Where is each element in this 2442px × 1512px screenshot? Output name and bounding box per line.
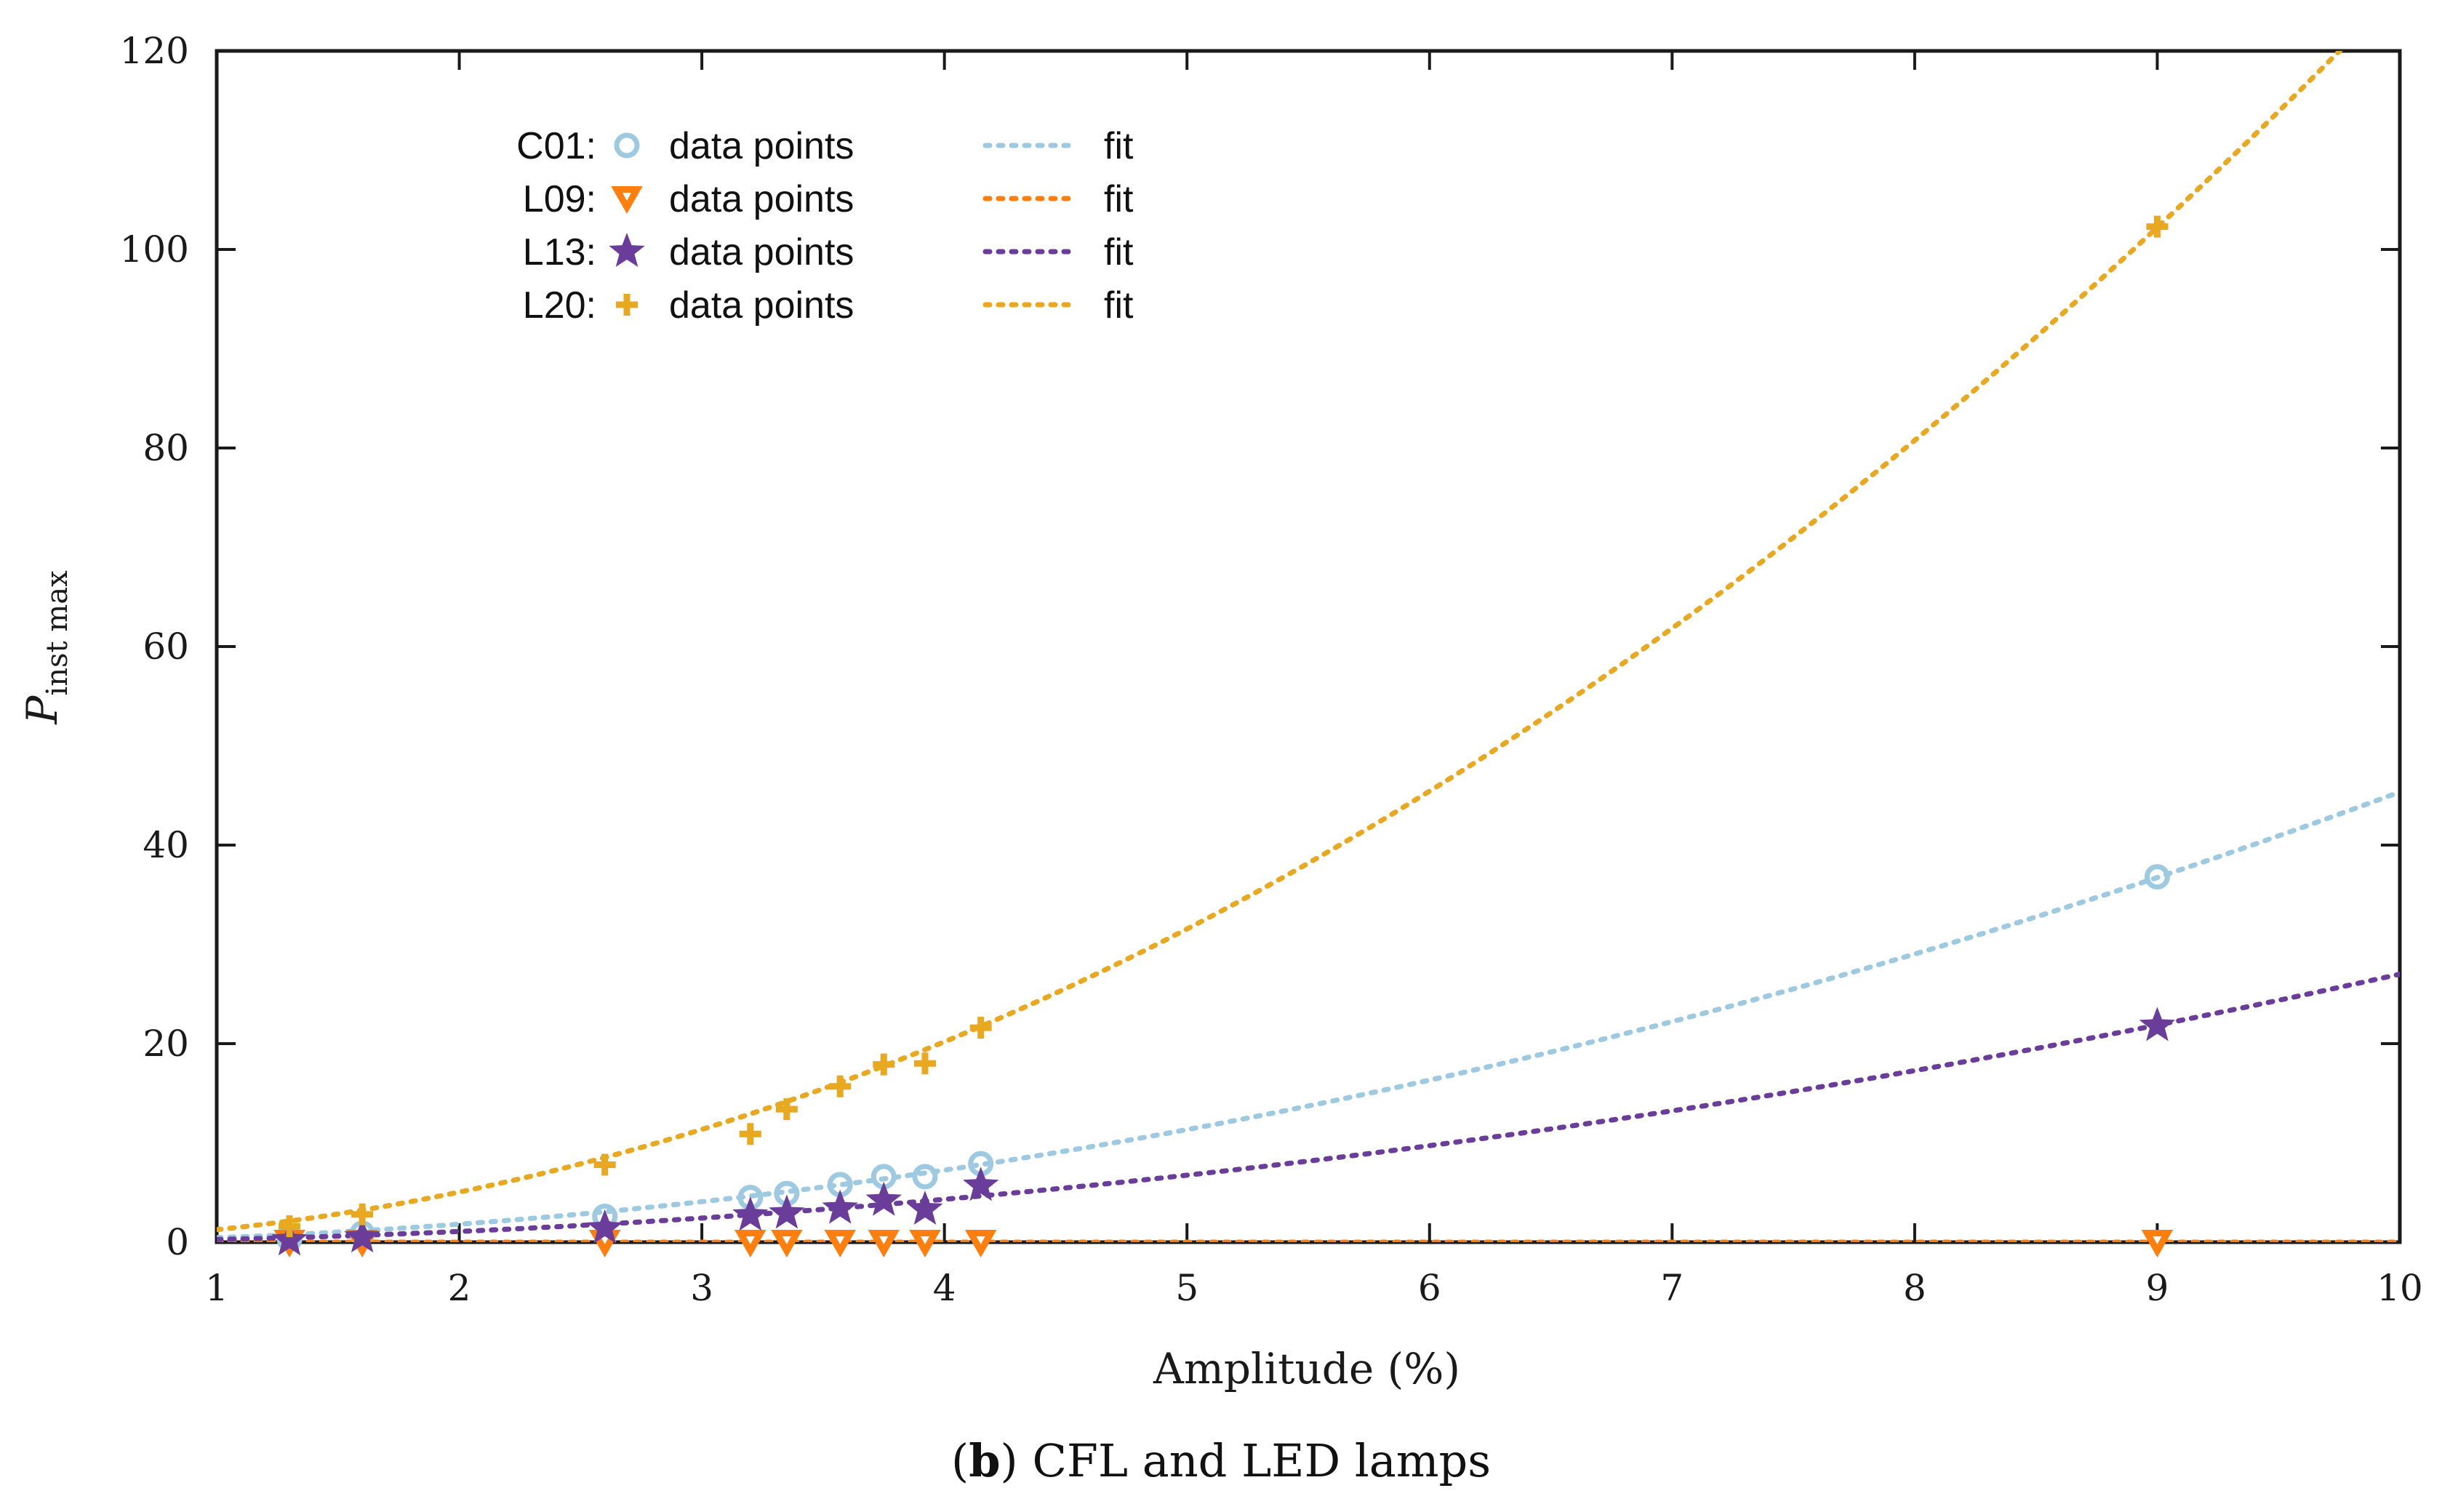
x-tick-label: 4 — [933, 1267, 956, 1309]
x-axis-title: Amplitude (%) — [1153, 1344, 1460, 1393]
fit-line-l20 — [217, 51, 2343, 1233]
legend-entry-l09: L09: data points fit — [523, 178, 1134, 220]
legend-points-label: data points — [669, 231, 854, 273]
legend-marker-l13 — [609, 233, 645, 267]
legend-fit-label: fit — [1104, 284, 1134, 327]
data-markers — [271, 215, 2176, 1258]
data-point-l13 — [344, 1218, 380, 1253]
data-point-c01 — [912, 1164, 938, 1190]
data-point-l13 — [769, 1194, 805, 1229]
data-point-l13 — [822, 1189, 858, 1224]
y-tick-label: 80 — [143, 427, 189, 469]
y-tick-label: 20 — [143, 1023, 189, 1065]
caption-text: ) CFL and LED lamps — [1001, 1434, 1491, 1487]
data-point-l13 — [963, 1167, 999, 1201]
x-tick-label: 3 — [690, 1267, 713, 1309]
figure-caption: (b) CFL and LED lamps — [951, 1434, 1491, 1487]
x-tick-label: 6 — [1418, 1267, 1441, 1309]
y-tick-label: 40 — [143, 824, 189, 866]
data-point-c01 — [2144, 864, 2170, 890]
triangle-marker-inner — [745, 1236, 755, 1244]
legend-entry-c01: C01: data points fit — [516, 125, 1134, 167]
data-point-l13 — [865, 1181, 902, 1216]
fit-line-c01 — [217, 789, 2400, 1241]
data-point-l20 — [2146, 215, 2169, 238]
data-point-l13 — [907, 1191, 943, 1225]
caption-open: ( — [951, 1434, 969, 1487]
data-point-l13 — [2139, 1007, 2176, 1041]
x-tick-label: 7 — [1660, 1267, 1684, 1309]
legend-marker-l20 — [616, 294, 638, 316]
legend-fit-label: fit — [1104, 125, 1134, 167]
y-tick-label: 60 — [143, 625, 189, 668]
data-point-l20 — [593, 1153, 616, 1176]
x-tick-label: 9 — [2146, 1267, 2169, 1309]
y-tick-label: 100 — [120, 228, 189, 271]
legend-series-name: L13: — [523, 231, 596, 273]
legend-entry-l13: L13: data points fit — [523, 231, 1134, 273]
legend-points-label: data points — [669, 284, 854, 327]
x-tick-label: 2 — [448, 1267, 471, 1309]
data-point-l13 — [587, 1209, 623, 1244]
legend-points-label: data points — [669, 178, 854, 220]
x-tick-label: 8 — [1903, 1267, 1926, 1309]
data-point-l13 — [732, 1196, 769, 1231]
data-point-l20 — [739, 1123, 761, 1145]
x-tick-label: 5 — [1175, 1267, 1198, 1309]
legend-points-label: data points — [669, 125, 854, 167]
legend-series-name: C01: — [516, 125, 596, 167]
triangle-marker-inner — [879, 1236, 889, 1244]
data-point-l20 — [873, 1053, 895, 1076]
legend-series-name: L09: — [523, 178, 596, 220]
y-axis-title: Pinst max — [17, 570, 74, 725]
triangle-marker-inner — [836, 1236, 845, 1244]
legend-entry-l20: L20: data points fit — [523, 284, 1134, 327]
triangle-marker-inner — [600, 1236, 609, 1244]
caption-panel-letter: b — [969, 1434, 1000, 1487]
y-axis-title-sub: inst max — [41, 570, 74, 696]
data-point-l20 — [351, 1203, 374, 1225]
legend-marker-c01 — [614, 132, 640, 159]
y-axis-title-main: P — [17, 695, 67, 725]
x-tick-label: 1 — [205, 1267, 228, 1309]
data-point-l20 — [969, 1017, 992, 1039]
axis-labels: Amplitude (%) Pinst max (b) CFL and LED … — [17, 570, 1491, 1487]
triangle-marker-inner — [2153, 1236, 2162, 1244]
x-tick-label: 10 — [2377, 1267, 2423, 1309]
data-point-l13 — [271, 1221, 308, 1256]
triangle-marker-inner — [976, 1236, 985, 1244]
data-point-l20 — [829, 1075, 852, 1097]
data-point-l20 — [775, 1098, 798, 1121]
triangle-marker-inner — [920, 1236, 929, 1244]
legend-fit-label: fit — [1104, 178, 1134, 220]
y-tick-label: 0 — [166, 1221, 189, 1263]
legend-fit-label: fit — [1104, 231, 1134, 273]
data-point-l20 — [913, 1052, 936, 1075]
data-point-l20 — [279, 1215, 301, 1238]
legend-series-name: L20: — [523, 284, 596, 327]
triangle-marker-inner — [622, 193, 631, 201]
fit-lines — [217, 51, 2400, 1242]
triangle-marker-inner — [782, 1236, 791, 1244]
fit-line-l13 — [217, 972, 2400, 1242]
plot-frame — [215, 49, 2402, 1244]
y-tick-label: 120 — [120, 30, 189, 72]
